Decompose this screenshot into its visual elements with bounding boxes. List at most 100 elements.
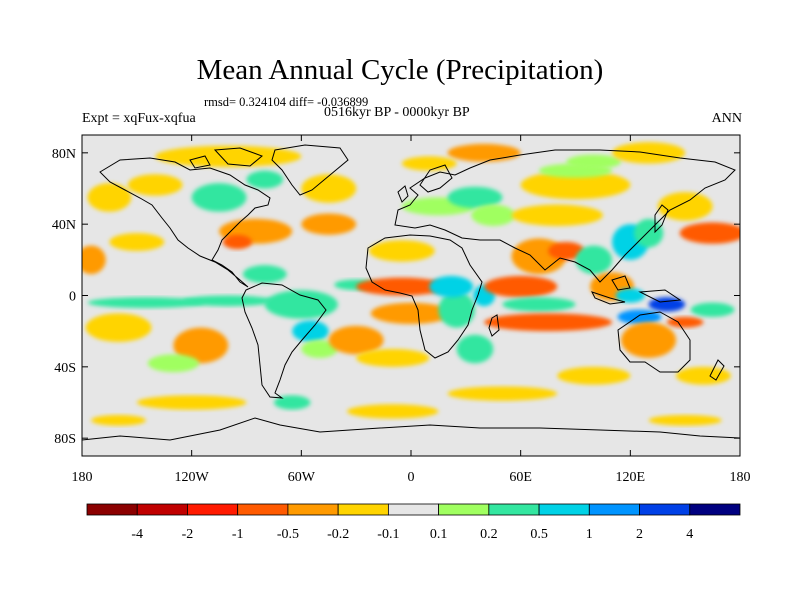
- season-label: ANN: [711, 111, 742, 126]
- colorbar-label: 1: [586, 527, 593, 542]
- colorbar-label: -1: [232, 527, 244, 542]
- lon-tick-label: 60E: [509, 470, 532, 485]
- field-patch: [438, 291, 475, 328]
- coastline-scandinavia: [419, 164, 453, 193]
- field-patch: [246, 170, 284, 189]
- colorbar-swatch: [588, 503, 640, 516]
- field-patch: [85, 313, 152, 342]
- colorbar-swatch: [86, 503, 138, 516]
- period-label: 0516kyr BP - 0000kyr BP: [324, 105, 470, 120]
- field-patch: [136, 395, 247, 410]
- colorbar-label: -4: [131, 527, 143, 542]
- colorbar-label: -2: [182, 527, 194, 542]
- coastline-arctic-islands: [189, 147, 263, 169]
- field-patch: [87, 183, 132, 212]
- field-patch: [328, 325, 384, 355]
- field-patch: [666, 316, 704, 328]
- colorbar-swatch: [488, 503, 540, 516]
- lat-tick-label: 0: [69, 290, 76, 305]
- field-patch: [127, 174, 183, 196]
- field-patch: [511, 204, 603, 226]
- colorbar: -4 -2 -1 -0.5 -0.2 -0.1 0.1 0.2 0.5 1 2 4: [86, 503, 741, 542]
- field-patch: [657, 192, 713, 221]
- coastline-british-isles: [397, 185, 409, 203]
- coastline-australia: [617, 311, 691, 373]
- colorbar-swatch: [538, 503, 590, 516]
- lon-tick-label: 180: [730, 470, 751, 485]
- map-axes: 180 120W 60W 0 60E 120E 180 80N 40N 0 40S 80S: [52, 135, 751, 485]
- coastline-japan: [654, 204, 669, 234]
- field-patch: [155, 281, 302, 296]
- field-patch: [575, 245, 613, 275]
- field-patch: [82, 245, 106, 275]
- coastline-north-america: [99, 157, 271, 288]
- field-patch: [484, 275, 558, 298]
- colorbar-swatch: [136, 503, 188, 516]
- field-patch: [484, 313, 613, 332]
- colorbar-label: -0.1: [377, 527, 399, 542]
- colorbar-swatch: [187, 503, 239, 516]
- field-patch: [301, 213, 357, 235]
- colorbar-label: 4: [686, 527, 693, 542]
- rmsd-diff-stats: rmsd= 0.324104 diff= -0.036899: [204, 95, 369, 109]
- coastline-south-america: [241, 282, 327, 399]
- field-patch: [370, 302, 452, 325]
- coastline-eurasia: [394, 149, 736, 283]
- colorbar-label: -0.2: [327, 527, 349, 542]
- field-patch: [356, 277, 448, 296]
- lon-tick-label: 0: [408, 470, 415, 485]
- field-patch: [447, 386, 558, 401]
- coastline-madagascar: [488, 314, 500, 337]
- field-patch: [429, 275, 474, 298]
- field-patch: [471, 204, 516, 226]
- field-patch: [356, 349, 430, 367]
- colorbar-swatch: [387, 503, 440, 516]
- field-patch: [242, 265, 287, 284]
- colorbar-swatch: [287, 503, 339, 516]
- lon-tick-label: 120W: [175, 470, 210, 485]
- field-patch: [617, 309, 662, 325]
- lat-tick-label: 40S: [54, 361, 76, 376]
- field-patch: [633, 218, 664, 248]
- field-patch: [264, 290, 338, 319]
- field-patch: [292, 320, 329, 342]
- experiment-label: Expt = xqFux-xqfua: [82, 111, 196, 126]
- coastline-indonesia: [591, 275, 682, 305]
- field-patch: [301, 174, 357, 203]
- colorbar-label: 0.5: [530, 527, 548, 542]
- coastline-greenland: [271, 144, 349, 196]
- field-patch: [109, 233, 165, 251]
- field-patch: [447, 143, 521, 162]
- field-patch: [147, 354, 199, 373]
- field-patch: [615, 288, 645, 303]
- colorbar-swatch: [237, 503, 289, 516]
- field-patch: [347, 404, 439, 419]
- colorbar-swatch: [337, 503, 389, 516]
- coastline-antarctica: [82, 417, 740, 441]
- lat-tick-label: 80N: [52, 147, 76, 162]
- field-patch: [566, 154, 622, 169]
- colorbar-label: 0.2: [480, 527, 498, 542]
- field-patch: [222, 234, 252, 250]
- precipitation-field-layer: [82, 142, 740, 426]
- field-patch: [648, 414, 722, 426]
- field-patch: [456, 334, 494, 364]
- field-patch: [401, 156, 457, 171]
- field-patch: [191, 183, 247, 212]
- field-patch: [520, 170, 631, 200]
- lon-tick-label: 120E: [616, 470, 646, 485]
- field-patch: [690, 302, 735, 317]
- colorbar-swatch: [689, 503, 741, 516]
- page-title: Mean Annual Cycle (Precipitation): [196, 54, 604, 86]
- colorbar-swatch: [639, 503, 691, 516]
- field-patch: [679, 222, 740, 244]
- lat-tick-label: 40N: [52, 218, 76, 233]
- field-patch: [557, 366, 631, 385]
- field-patch: [548, 242, 585, 260]
- colorbar-label: 0.1: [430, 527, 448, 542]
- coastline-africa: [365, 234, 483, 359]
- field-patch: [502, 297, 576, 312]
- lon-tick-label: 60W: [288, 470, 316, 485]
- colorbar-label: 2: [636, 527, 643, 542]
- field-patch: [87, 297, 205, 308]
